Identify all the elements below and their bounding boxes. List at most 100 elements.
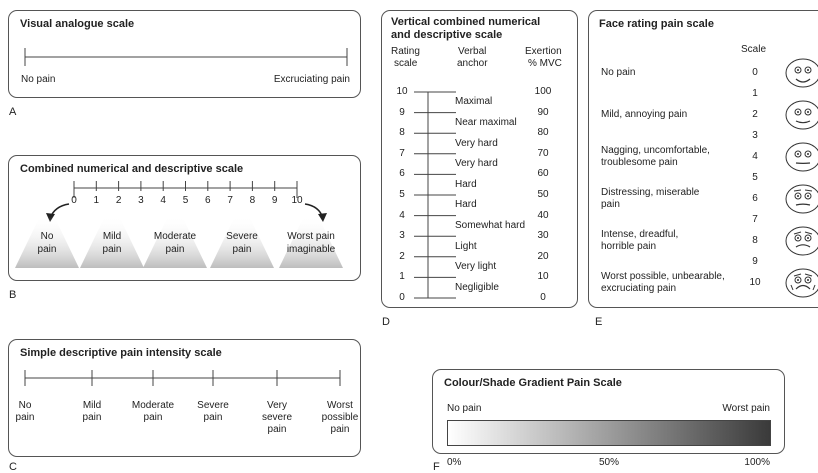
face-icons	[589, 11, 818, 309]
face-icon	[786, 59, 818, 87]
descriptive-label: possible	[322, 412, 359, 424]
exertion-value: 0	[540, 292, 546, 304]
rating-value: 1	[399, 271, 405, 283]
rating-value: 3	[399, 230, 405, 242]
exertion-value: 40	[537, 210, 548, 222]
exertion-value: 80	[537, 127, 548, 139]
anchor-label-line1: Moderate	[154, 231, 196, 243]
face-pupil-icon	[797, 279, 799, 281]
descriptive-label: Worst	[327, 400, 353, 412]
scale-tick-label: 10	[291, 195, 302, 207]
descriptive-label: Moderate	[132, 400, 174, 412]
descriptive-label: pain	[16, 412, 35, 424]
scale-tick-label: 3	[138, 195, 144, 207]
panel-visual-analogue-scale: Visual analogue scale No pain Excruciati…	[8, 10, 361, 98]
face-pupil-icon	[797, 69, 799, 71]
exertion-value: 30	[537, 230, 548, 242]
scale-tick-label: 1	[94, 195, 100, 207]
combined-scale-graphic	[9, 156, 362, 282]
panel-gradient-scale: Colour/Shade Gradient Pain Scale No pain…	[432, 369, 785, 454]
face-icon	[786, 185, 818, 213]
panel-simple-descriptive-scale: Simple descriptive pain intensity scale …	[8, 339, 361, 457]
verbal-anchor-label: Somewhat hard	[455, 220, 525, 232]
panel-d-letter: D	[382, 316, 390, 328]
face-pupil-icon	[807, 279, 809, 281]
rating-value: 6	[399, 168, 405, 180]
face-icon	[786, 269, 818, 297]
panel-combined-numerical-scale: Combined numerical and descriptive scale…	[8, 155, 361, 281]
rating-value: 7	[399, 148, 405, 160]
anchor-label-line2: pain	[38, 244, 57, 256]
verbal-anchor-label: Very light	[455, 261, 496, 273]
rating-value: 8	[399, 127, 405, 139]
anchor-label-line2: pain	[103, 244, 122, 256]
face-icon	[786, 227, 818, 255]
panel-f-title: Colour/Shade Gradient Pain Scale	[444, 377, 622, 390]
descriptive-label: No	[19, 400, 32, 412]
face-pupil-icon	[797, 195, 799, 197]
descriptive-label: severe	[262, 412, 292, 424]
scale-tick-label: 8	[250, 195, 256, 207]
scale-tick-label: 7	[227, 195, 233, 207]
anchor-label-line2: pain	[166, 244, 185, 256]
panel-c-letter: C	[9, 461, 17, 473]
face-pupil-icon	[807, 237, 809, 239]
exertion-value: 60	[537, 168, 548, 180]
face-icon	[786, 143, 818, 171]
anchor-label-line1: Severe	[226, 231, 258, 243]
scale-tick-label: 9	[272, 195, 278, 207]
face-pupil-icon	[797, 111, 799, 113]
descriptive-label: Severe	[197, 400, 229, 412]
anchor-label-line1: Mild	[103, 231, 121, 243]
anchor-label-line1: No	[41, 231, 54, 243]
verbal-anchor-label: Negligible	[455, 282, 499, 294]
face-icon	[786, 101, 818, 129]
face-pupil-icon	[797, 153, 799, 155]
exertion-value: 10	[537, 271, 548, 283]
rating-value: 4	[399, 210, 405, 222]
descriptive-label: Mild	[83, 400, 101, 412]
vas-right-label: Excruciating pain	[274, 74, 350, 86]
panel-e-letter: E	[595, 316, 602, 328]
panel-a-letter: A	[9, 106, 16, 118]
descriptive-label: pain	[204, 412, 223, 424]
rating-value: 9	[399, 107, 405, 119]
gradient-pct-100: 100%	[744, 457, 770, 469]
verbal-anchor-label: Maximal	[455, 96, 492, 108]
verbal-anchor-label: Hard	[455, 199, 477, 211]
exertion-value: 90	[537, 107, 548, 119]
rating-value: 0	[399, 292, 405, 304]
descriptive-label: Very	[267, 400, 287, 412]
face-pupil-icon	[807, 111, 809, 113]
scale-tick-label: 6	[205, 195, 211, 207]
verbal-anchor-label: Light	[455, 241, 477, 253]
rating-value: 5	[399, 189, 405, 201]
descriptive-label: pain	[144, 412, 163, 424]
gradient-bar	[447, 420, 771, 446]
gradient-pct-50: 50%	[599, 457, 619, 469]
exertion-value: 50	[537, 189, 548, 201]
scale-tick-label: 5	[183, 195, 189, 207]
verbal-anchor-label: Near maximal	[455, 117, 517, 129]
exertion-value: 20	[537, 251, 548, 263]
scale-tick-label: 2	[116, 195, 122, 207]
descriptive-scale-line	[9, 340, 362, 458]
gradient-right-label: Worst pain	[722, 403, 770, 415]
gradient-left-label: No pain	[447, 403, 481, 415]
face-pupil-icon	[807, 69, 809, 71]
face-pupil-icon	[807, 153, 809, 155]
panel-f-letter: F	[433, 461, 440, 473]
verbal-anchor-label: Very hard	[455, 158, 498, 170]
scale-tick-label: 0	[71, 195, 77, 207]
anchor-label-line2: imaginable	[287, 244, 335, 256]
anchor-label-line2: pain	[233, 244, 252, 256]
verbal-anchor-label: Hard	[455, 179, 477, 191]
exertion-value: 70	[537, 148, 548, 160]
face-pupil-icon	[797, 237, 799, 239]
rating-value: 2	[399, 251, 405, 263]
descriptive-label: pain	[268, 424, 287, 436]
descriptive-label: pain	[331, 424, 350, 436]
exertion-value: 100	[535, 86, 552, 98]
vas-left-label: No pain	[21, 74, 55, 86]
